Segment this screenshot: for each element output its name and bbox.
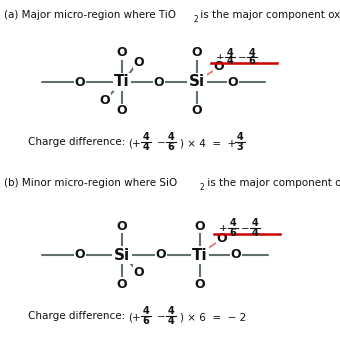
Text: Si: Si [189,75,205,89]
Text: O: O [192,105,202,118]
Text: +: + [219,224,227,234]
Text: 4: 4 [237,132,243,143]
Text: O: O [117,219,127,232]
Text: O: O [228,76,238,88]
Text: 2: 2 [193,14,198,24]
Text: O: O [100,93,110,106]
Text: ) × 6  =  − 2: ) × 6 = − 2 [180,312,246,322]
Text: 6: 6 [249,56,255,67]
Text: (+: (+ [128,312,141,322]
Text: O: O [156,248,166,261]
Text: O: O [117,105,127,118]
Text: 3: 3 [237,142,243,152]
Text: Si: Si [114,248,130,262]
Text: O: O [75,248,85,261]
Text: 4: 4 [168,316,174,325]
Text: Ti: Ti [192,248,208,262]
Text: O: O [195,219,205,232]
Text: −: − [157,312,166,322]
Text: O: O [75,76,85,88]
Text: 4: 4 [168,307,174,316]
Text: O: O [117,278,127,290]
Text: 4: 4 [230,219,236,228]
Text: (b) Minor micro-region where SiO: (b) Minor micro-region where SiO [4,178,177,188]
Text: 6: 6 [168,142,174,152]
Text: 6: 6 [142,316,149,325]
Text: −: − [157,138,166,148]
Text: Charge difference:: Charge difference: [28,137,125,147]
Text: 4: 4 [227,47,233,58]
Text: 4: 4 [142,307,149,316]
Text: O: O [134,265,144,278]
Text: 4: 4 [252,219,258,228]
Text: O: O [217,232,227,244]
Text: O: O [134,55,144,68]
Text: O: O [154,76,164,88]
Text: 4: 4 [168,132,174,143]
Text: +: + [216,53,224,63]
Text: Ti: Ti [114,75,130,89]
Text: is the major component oxide: is the major component oxide [197,10,340,20]
Text: O: O [192,46,202,59]
Text: (+: (+ [128,138,141,148]
Text: 4: 4 [249,47,255,58]
Text: 4: 4 [227,56,233,67]
Text: O: O [214,59,224,72]
Text: ) × 4  =  +: ) × 4 = + [180,138,236,148]
Text: Charge difference:: Charge difference: [28,311,125,321]
Text: −: − [238,53,246,63]
Text: O: O [195,278,205,290]
Text: O: O [231,248,241,261]
Text: (a) Major micro-region where TiO: (a) Major micro-region where TiO [4,10,176,20]
Text: is the major component oxide: is the major component oxide [204,178,340,188]
Text: 4: 4 [252,227,258,237]
Text: 4: 4 [142,142,149,152]
Text: 2: 2 [200,182,205,191]
Text: −: − [241,224,249,234]
Text: 4: 4 [142,132,149,143]
Text: 6: 6 [230,227,236,237]
Text: O: O [117,46,127,59]
